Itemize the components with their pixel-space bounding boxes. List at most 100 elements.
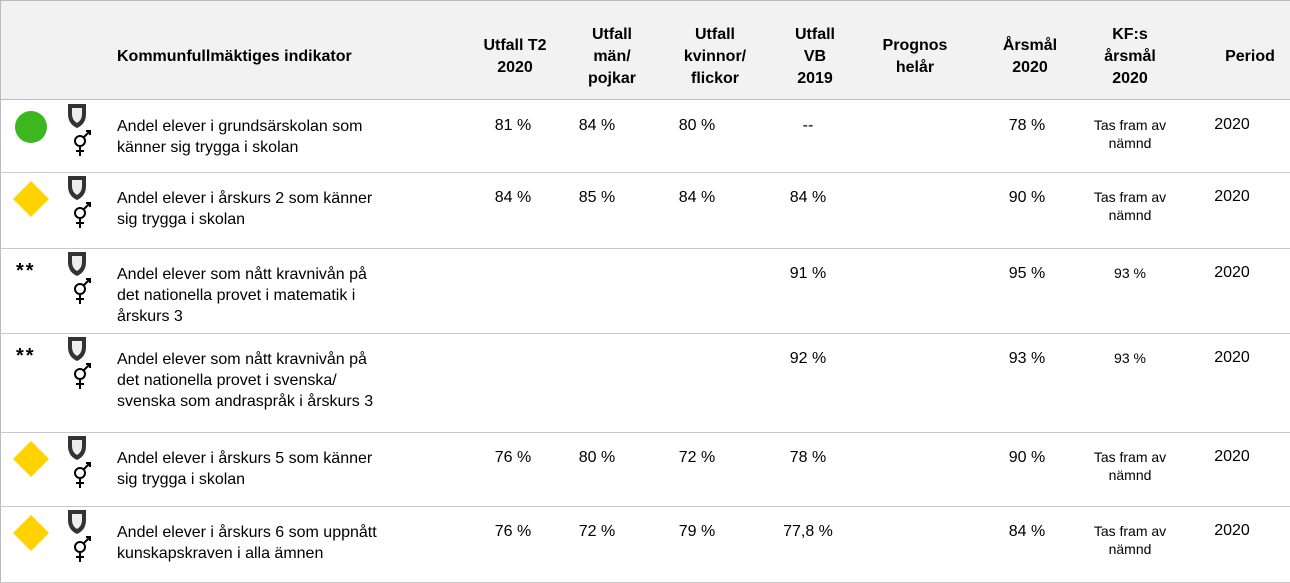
gender-ring: [74, 467, 86, 479]
cell-value: 93 %: [1114, 265, 1146, 281]
cell-value: 93 %: [1114, 350, 1146, 366]
cell-value: Tas fram av nämnd: [1093, 189, 1167, 223]
indicator: Andel elever som nått kravnivån på det na…: [117, 264, 367, 327]
shield-inner: [72, 108, 82, 123]
header-line: 2019: [797, 70, 833, 87]
gender-lines: [76, 202, 91, 228]
cell-value: 91 %: [789, 265, 827, 282]
cell-value: 84 %: [678, 189, 716, 206]
header-cell: Prognos helår: [883, 35, 948, 79]
cell-value: 80 %: [578, 449, 616, 466]
header-line: Kommunfullmäktiges indikator: [117, 48, 352, 65]
header-cell: Årsmål 2020: [1003, 35, 1057, 79]
cell-value: 81 %: [494, 117, 532, 134]
header-line: Utfall: [591, 26, 632, 43]
header-cell: Utfall kvinnor/flickor: [684, 24, 746, 90]
header-line: flickor: [690, 70, 740, 87]
cell-value: --: [802, 117, 814, 134]
header-cell: KF:s årsmål 2020: [1104, 24, 1156, 90]
cell-value: 2020: [1214, 116, 1250, 133]
cell-value: 2020: [1214, 264, 1250, 281]
indicator-line: Andel elever i årskurs 2 som känner: [117, 190, 373, 207]
gender-lines: [76, 130, 91, 156]
header-line: pojkar: [587, 70, 637, 87]
cell-value: 84 %: [789, 189, 827, 206]
cell-value: 93 %: [1008, 350, 1046, 367]
header-cell: Utfall VB 2019: [795, 24, 835, 90]
status-diamond: [13, 181, 49, 217]
header-cell: Utfall T2 2020: [483, 35, 546, 79]
cell-value: 72 %: [578, 523, 616, 540]
header-cell: Period: [1225, 46, 1275, 68]
row-icons: [13, 510, 91, 562]
indicator-line: Andel elever i årskurs 5 som känner: [117, 450, 373, 467]
indicator: Andel elever i grundsärskolan som känner …: [117, 116, 362, 158]
row-divider: [0, 432, 1290, 433]
gender-ring: [74, 368, 86, 380]
indicator-line: svenska som andraspråk i årskurs 3: [117, 393, 374, 410]
header-line: 2020: [497, 59, 533, 76]
cell-value: 2020: [1214, 188, 1250, 205]
row-divider: [0, 333, 1290, 334]
gender-ring: [74, 135, 86, 147]
cell-value: 84 %: [1008, 523, 1046, 540]
indicator-line: årskurs 3: [117, 308, 183, 325]
cell-value: 2020: [1214, 522, 1250, 539]
indicator-line: Andel elever i grundsärskolan som: [117, 118, 363, 135]
header-line: Utfall: [795, 26, 835, 43]
header-band: [0, 0, 1290, 100]
cell-value: 79 %: [678, 523, 716, 540]
row-icons: [68, 337, 91, 389]
gender-ring: [74, 283, 86, 295]
header-cell: Kommunfullmäktiges indikator: [117, 46, 352, 68]
row-icons: [13, 176, 91, 228]
status-circle: [15, 111, 47, 143]
cell-value: 90 %: [1008, 449, 1046, 466]
shield-inner: [72, 256, 82, 271]
header-line: Period: [1225, 48, 1275, 65]
row-icons: [13, 436, 91, 488]
header-line: Utfall: [694, 26, 735, 43]
cell-value: 80 %: [678, 117, 716, 134]
indicator: Andel elever i årskurs 5 som känner sig t…: [117, 448, 372, 490]
header-cell: Utfall män/pojkar: [588, 24, 636, 90]
gender-ring: [74, 207, 86, 219]
row-divider: [0, 248, 1290, 249]
row-divider: [0, 172, 1290, 173]
header-line: kvinnor/: [683, 48, 747, 65]
indicator-line: sig trygga i skolan: [117, 211, 246, 228]
gender-lines: [76, 536, 91, 562]
indicator-line: det nationella provet i matematik i: [117, 287, 356, 304]
cell-value: 76 %: [494, 523, 532, 540]
cell-value: 95 %: [1008, 265, 1046, 282]
cell-value: Tas fram av nämnd: [1093, 449, 1167, 483]
cell-value: 72 %: [678, 449, 716, 466]
header-line: 2020: [1112, 70, 1148, 87]
gender-ring: [74, 541, 86, 553]
shield-inner: [72, 180, 82, 195]
header-line: män/: [593, 48, 631, 65]
indicator-line: Andel elever som nått kravnivån på: [117, 351, 367, 368]
header-line: Prognos: [882, 37, 948, 54]
cell-value: 77,8 %: [783, 523, 833, 540]
header-line: 2020: [1012, 59, 1048, 76]
header-line: KF:s: [1112, 26, 1148, 43]
cell-value: Tas fram av nämnd: [1093, 117, 1167, 151]
cell-value: Tas fram av nämnd: [1093, 523, 1167, 557]
cell-value: 85 %: [578, 189, 616, 206]
header-line: VB: [803, 48, 827, 65]
row-note: **: [16, 345, 36, 367]
gender-lines: [76, 462, 91, 488]
indicator-line: känner sig trygga i skolan: [117, 139, 299, 156]
shield-inner: [72, 440, 82, 455]
indicator: Andel elever i årskurs 2 som känner sig t…: [117, 188, 372, 230]
row-icons: [15, 104, 91, 156]
indicator: Andel elever i årskurs 6 som uppnått kuns…: [117, 522, 377, 564]
indicator: Andel elever som nått kravnivån på det na…: [117, 349, 373, 412]
header-line: helår: [895, 59, 935, 76]
indicator-line: kunskapskraven i alla ämnen: [117, 545, 324, 562]
cell-value: 78 %: [1008, 117, 1046, 134]
row-divider: [0, 506, 1290, 507]
indicator-line: sig trygga i skolan: [117, 471, 246, 488]
cell-value: 76 %: [494, 449, 532, 466]
